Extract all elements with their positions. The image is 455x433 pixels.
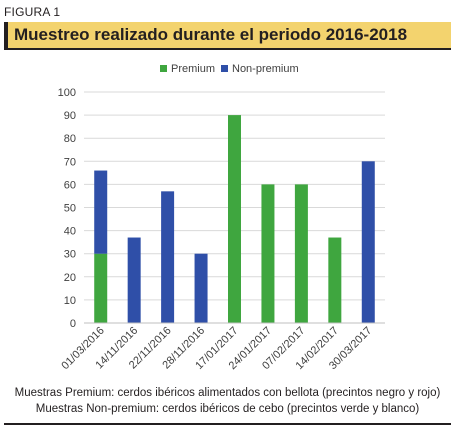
y-tick-label: 80 bbox=[64, 133, 76, 145]
bar-premium bbox=[228, 115, 241, 323]
bar-non-premium bbox=[94, 170, 108, 254]
y-tick-label: 50 bbox=[64, 203, 76, 215]
y-tick-label: 70 bbox=[64, 156, 76, 168]
caption-premium: Muestras Premium: cerdos ibéricos alimen… bbox=[14, 387, 441, 399]
bar-non-premium bbox=[127, 237, 141, 323]
bar-non-premium bbox=[161, 191, 175, 323]
figure-label: FIGURA 1 bbox=[4, 5, 61, 19]
y-tick-label: 20 bbox=[64, 272, 76, 284]
caption-non-premium: Muestras Non-premium: cerdos ibéricos de… bbox=[35, 403, 420, 415]
bar-premium bbox=[294, 184, 308, 323]
top-rule bbox=[4, 48, 451, 50]
y-tick-label: 0 bbox=[70, 318, 76, 330]
bar-non-premium bbox=[361, 161, 375, 323]
legend-swatch-non-premium bbox=[221, 65, 228, 72]
legend-label-premium: Premium bbox=[171, 63, 215, 75]
bottom-rule bbox=[4, 423, 451, 425]
bar-premium bbox=[261, 184, 275, 323]
y-tick-label: 100 bbox=[58, 87, 76, 99]
bar-premium bbox=[94, 253, 108, 323]
title-bar: Muestreo realizado durante el periodo 20… bbox=[4, 22, 451, 48]
y-tick-label: 60 bbox=[64, 179, 76, 191]
bar-non-premium bbox=[194, 253, 208, 323]
bar-chart: 010203040506070809010001/03/201614/11/20… bbox=[58, 63, 385, 372]
figure-title: Muestreo realizado durante el periodo 20… bbox=[14, 25, 408, 44]
legend-swatch-premium bbox=[160, 65, 167, 72]
y-tick-label: 10 bbox=[64, 295, 76, 307]
y-tick-label: 90 bbox=[64, 110, 76, 122]
bar-premium bbox=[328, 237, 342, 323]
y-tick-label: 30 bbox=[64, 249, 76, 261]
y-tick-label: 40 bbox=[64, 226, 76, 238]
legend-label-non-premium: Non-premium bbox=[232, 63, 299, 75]
